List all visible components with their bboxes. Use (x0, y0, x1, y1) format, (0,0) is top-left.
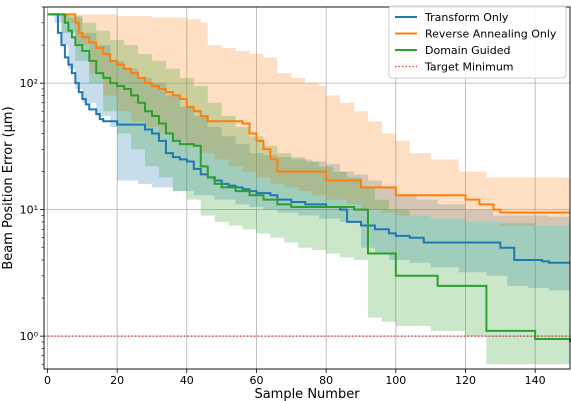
legend-label-domain-guided: Domain Guided (425, 44, 510, 57)
y-tick-label: 10⁰ (20, 330, 39, 343)
legend-label-transform-only: Transform Only (424, 11, 509, 24)
band-layer (47, 14, 571, 365)
y-axis-label: Beam Position Error (μm) (1, 106, 16, 269)
legend-label-reverse-annealing-only: Reverse Annealing Only (425, 28, 557, 41)
band-reverse-annealing-only (47, 14, 571, 226)
x-tick-label: 80 (319, 374, 333, 387)
x-tick-label: 40 (180, 374, 194, 387)
y-tick-label: 10² (20, 77, 38, 90)
band-domain-guided (47, 14, 571, 365)
legend: Transform Only Reverse Annealing Only Doma… (388, 5, 567, 79)
y-tick-label: 10¹ (20, 204, 38, 217)
x-tick-label: 20 (110, 374, 124, 387)
x-tick-label: 60 (249, 374, 263, 387)
x-tick-label: 100 (385, 374, 406, 387)
x-tick-label: 0 (44, 374, 51, 387)
line-reverse-annealing-only (47, 13, 570, 214)
legend-box (388, 5, 567, 79)
x-tick-label: 140 (525, 374, 546, 387)
plot-frame (43, 6, 571, 370)
line-domain-guided (47, 13, 571, 342)
x-axis-label: Sample Number (254, 387, 360, 401)
band-transform-only (47, 14, 571, 291)
legend-label-target-minimum: Target Minimum (424, 61, 514, 74)
x-tick-label: 120 (455, 374, 476, 387)
line-layer (44, 13, 571, 342)
tick-layer: 0 20 40 60 80 100 120 140 10⁰ 10¹ 10² (20, 6, 546, 387)
